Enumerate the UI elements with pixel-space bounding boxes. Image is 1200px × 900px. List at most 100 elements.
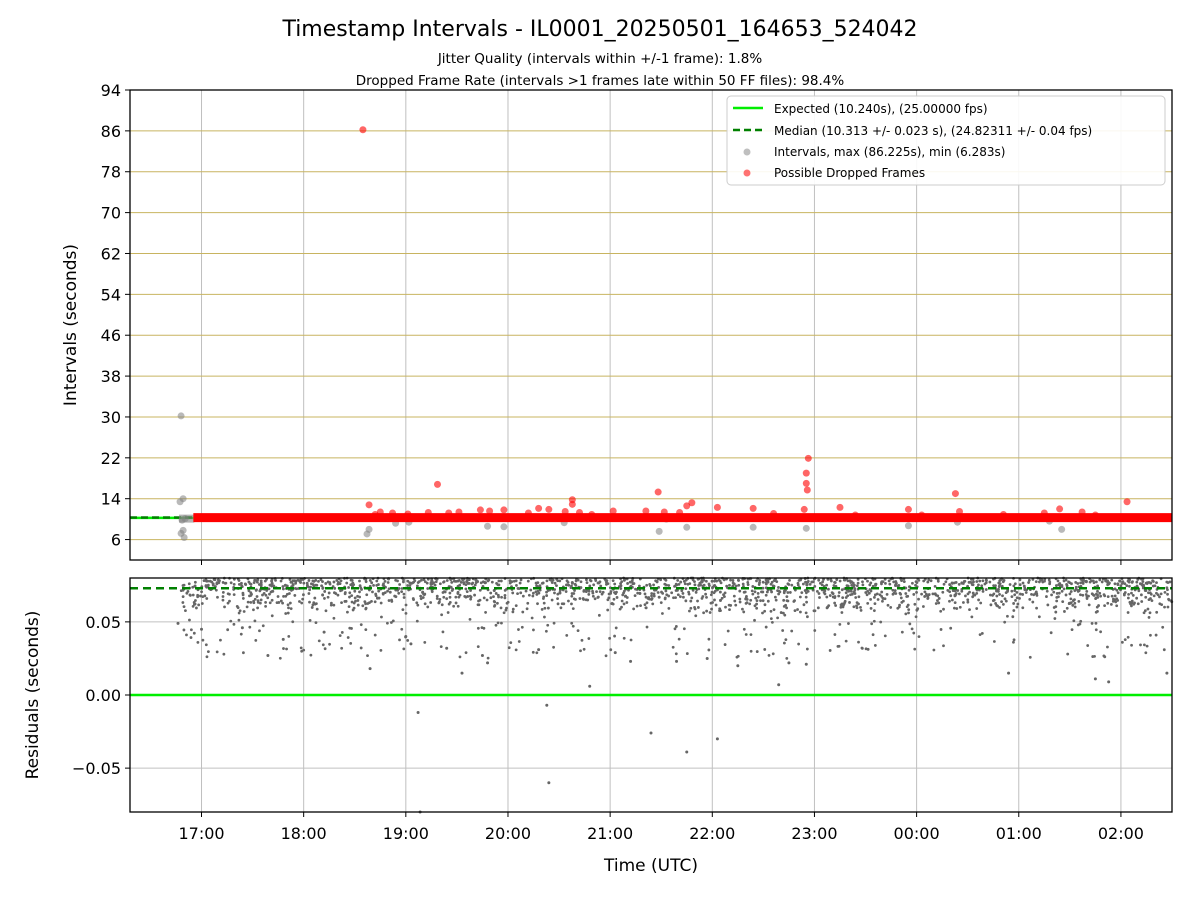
residual-point <box>492 595 495 599</box>
dropped-point-35 <box>804 454 812 462</box>
residual-outlier-2 <box>240 626 244 630</box>
residual-point <box>191 593 195 597</box>
residual-point <box>833 601 837 605</box>
residual-point <box>1106 601 1110 605</box>
residual-point <box>576 578 580 582</box>
residual-point <box>667 594 671 598</box>
residual-point <box>738 600 742 604</box>
residual-point <box>196 640 200 644</box>
residual-point <box>1094 610 1098 614</box>
residual-point <box>334 592 338 595</box>
residual-point <box>1152 580 1155 583</box>
residual-point <box>404 612 408 615</box>
residual-point <box>1163 590 1167 594</box>
residual-point <box>679 580 683 584</box>
residual-point <box>813 584 817 588</box>
residual-point <box>553 581 557 585</box>
residual-point <box>454 601 458 605</box>
residual-point <box>984 588 988 591</box>
residual-point <box>302 593 305 597</box>
residual-point <box>805 647 809 651</box>
residual-point <box>287 606 290 610</box>
residual-point <box>317 579 320 583</box>
residuals-y-ticks: −0.05 0.00 0.05 <box>72 613 130 778</box>
x-tick-label-18:00: 18:00 <box>281 824 327 843</box>
residual-point <box>291 583 295 586</box>
residual-point <box>865 593 869 597</box>
x-tick-label-19:00: 19:00 <box>383 824 429 843</box>
interval-point-18 <box>749 523 757 531</box>
residual-point <box>199 594 202 598</box>
residual-point <box>1018 596 1021 600</box>
residual-point <box>532 628 535 632</box>
dropped-point-21 <box>609 507 617 515</box>
residual-point <box>350 594 354 598</box>
residual-point <box>1139 643 1142 647</box>
residual-point <box>1113 582 1117 586</box>
residual-point <box>1096 589 1099 593</box>
residual-point <box>1127 580 1131 584</box>
residual-point <box>356 594 359 598</box>
residual-point <box>966 600 970 604</box>
residual-point <box>570 621 574 625</box>
residual-point <box>511 610 515 614</box>
residual-point <box>416 581 420 584</box>
residual-point <box>1102 654 1106 658</box>
residual-point <box>949 594 953 598</box>
residual-outlier-11 <box>445 646 449 650</box>
residual-point <box>763 603 767 607</box>
residual-point <box>1060 584 1064 587</box>
residual-point <box>549 578 553 582</box>
residual-point <box>989 603 993 607</box>
residual-point <box>1146 607 1150 611</box>
residual-point <box>1085 597 1089 600</box>
residual-point <box>542 601 546 605</box>
residual-point <box>394 595 398 599</box>
residual-point <box>578 597 582 600</box>
residual-point <box>404 603 408 607</box>
residual-point <box>556 597 559 601</box>
residual-point <box>294 580 298 584</box>
residual-point <box>619 587 623 590</box>
residual-point <box>402 592 406 596</box>
residual-point <box>995 594 999 598</box>
residual-point <box>737 583 741 587</box>
residual-point <box>694 590 698 594</box>
residual-point <box>319 578 323 582</box>
residual-point <box>713 598 716 602</box>
residual-point <box>435 594 439 598</box>
residual-point <box>256 599 260 603</box>
residual-point <box>1001 594 1004 598</box>
residual-point <box>657 595 661 599</box>
residual-point <box>684 578 688 582</box>
residual-point <box>476 580 480 584</box>
residual-point <box>939 628 943 631</box>
residual-point <box>311 603 315 607</box>
residual-point <box>936 594 940 598</box>
residual-point <box>240 581 243 585</box>
residual-point <box>421 596 425 599</box>
residual-point <box>848 601 851 604</box>
residual-outlier-0 <box>176 621 180 625</box>
residual-point <box>434 580 438 584</box>
residual-point <box>476 603 480 607</box>
residual-point <box>899 596 903 600</box>
residual-point <box>338 634 342 637</box>
residual-point <box>252 601 256 605</box>
residual-point <box>356 599 360 602</box>
residual-point <box>195 606 198 610</box>
residual-point <box>1116 599 1120 602</box>
residual-point <box>552 621 556 625</box>
residual-point <box>659 601 663 605</box>
residual-point <box>181 595 185 599</box>
residual-point <box>606 608 610 612</box>
residual-point <box>607 596 611 600</box>
residual-point <box>286 603 290 607</box>
residual-point <box>802 603 806 607</box>
residual-point <box>1076 623 1080 627</box>
dropped-point-10 <box>476 506 484 514</box>
residual-point <box>490 580 494 584</box>
dropped-point-22 <box>642 507 650 515</box>
residual-point <box>376 596 379 600</box>
legend-dropped-label: Possible Dropped Frames <box>774 166 925 180</box>
